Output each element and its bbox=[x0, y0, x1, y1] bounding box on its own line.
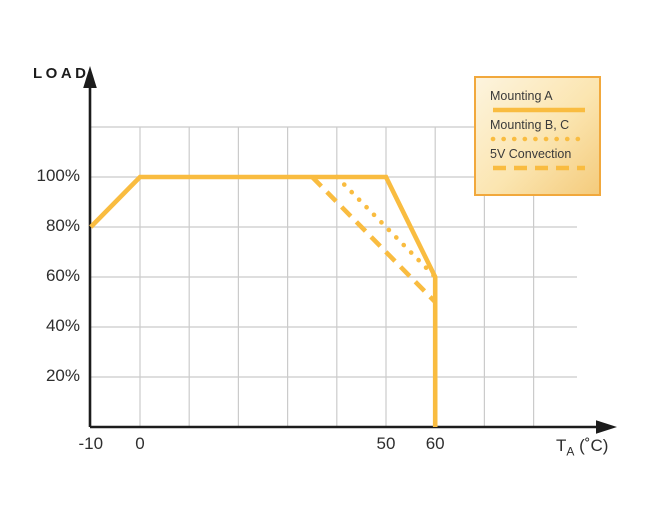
series-mounting-a bbox=[89, 174, 438, 427]
y-tick-label: 20% bbox=[45, 366, 80, 385]
y-tick-label: 60% bbox=[45, 266, 80, 285]
y-tick-label: 80% bbox=[45, 216, 80, 235]
x-axis bbox=[90, 420, 617, 434]
x-axis-title-unit: (˚C) bbox=[574, 436, 609, 455]
x-tick-label: 50 bbox=[376, 434, 396, 453]
x-axis-title: TA (˚C) bbox=[556, 436, 608, 458]
legend-label: Mounting A bbox=[490, 89, 553, 103]
x-tick-label: 0 bbox=[135, 434, 145, 453]
legend-line-sample-dashed bbox=[493, 165, 585, 171]
legend-label: Mounting B, C bbox=[490, 118, 570, 132]
legend-item-mounting-a: Mounting A bbox=[490, 89, 599, 114]
legend-item-mounting-b-c: Mounting B, C bbox=[490, 118, 599, 143]
x-axis-title-symbol: T bbox=[556, 436, 567, 455]
x-tick-label: 60 bbox=[425, 434, 445, 453]
y-tick-label: 40% bbox=[45, 316, 80, 335]
legend-line-sample-solid bbox=[493, 107, 585, 113]
y-tick-label: 100% bbox=[36, 166, 80, 185]
series-5v-convection bbox=[310, 175, 437, 304]
y-axis-title: LOAD bbox=[33, 65, 90, 82]
y-axis bbox=[83, 66, 97, 427]
legend-item-5v-convection: 5V Convection bbox=[490, 147, 599, 172]
series-mounting-b-c bbox=[334, 174, 438, 280]
x-tick-label: -10 bbox=[78, 434, 104, 453]
x-axis-title-subscript: A bbox=[566, 444, 575, 459]
legend-line-sample-dotted bbox=[490, 136, 588, 142]
legend: Mounting A Mounting B, C 5V Convection bbox=[474, 76, 601, 196]
legend-label: 5V Convection bbox=[490, 147, 572, 161]
